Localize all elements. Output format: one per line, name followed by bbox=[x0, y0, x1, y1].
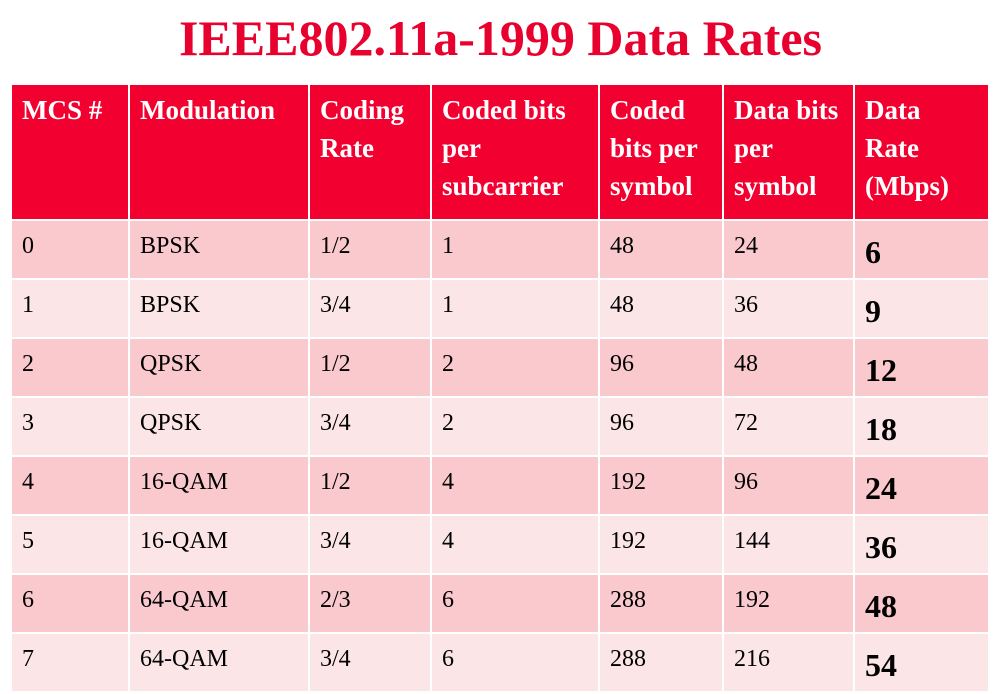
cell-mcs: 7 bbox=[10, 632, 130, 693]
table-row: 4 16-QAM 1/2 4 192 96 24 bbox=[10, 455, 990, 516]
cell-modulation: QPSK bbox=[128, 337, 310, 398]
cell-coded-bits-symbol: 288 bbox=[598, 632, 724, 693]
cell-coded-bits-subcarrier: 2 bbox=[430, 337, 600, 398]
table-row: 2 QPSK 1/2 2 96 48 12 bbox=[10, 337, 990, 398]
cell-coding-rate: 3/4 bbox=[308, 396, 432, 457]
cell-data-rate: 18 bbox=[853, 396, 990, 457]
cell-mcs: 2 bbox=[10, 337, 130, 398]
cell-modulation: QPSK bbox=[128, 396, 310, 457]
cell-coded-bits-symbol: 288 bbox=[598, 573, 724, 634]
data-rates-table: MCS # Modulation Coding Rate Coded bits … bbox=[10, 83, 990, 693]
header-data-bits-per-symbol: Data bits per symbol bbox=[722, 83, 855, 221]
cell-coded-bits-symbol: 96 bbox=[598, 337, 724, 398]
cell-coding-rate: 1/2 bbox=[308, 455, 432, 516]
slide-title: IEEE802.11a-1999 Data Rates bbox=[178, 10, 823, 66]
table-row: 3 QPSK 3/4 2 96 72 18 bbox=[10, 396, 990, 457]
cell-data-rate: 48 bbox=[853, 573, 990, 634]
cell-coding-rate: 1/2 bbox=[308, 219, 432, 280]
header-coding-rate: Coding Rate bbox=[308, 83, 432, 221]
cell-data-rate: 9 bbox=[853, 278, 990, 339]
cell-coded-bits-symbol: 192 bbox=[598, 455, 724, 516]
cell-data-rate: 24 bbox=[853, 455, 990, 516]
cell-mcs: 3 bbox=[10, 396, 130, 457]
cell-data-bits-symbol: 216 bbox=[722, 632, 855, 693]
cell-coded-bits-symbol: 96 bbox=[598, 396, 724, 457]
cell-coded-bits-subcarrier: 2 bbox=[430, 396, 600, 457]
cell-data-rate: 12 bbox=[853, 337, 990, 398]
cell-coding-rate: 3/4 bbox=[308, 632, 432, 693]
table-row: 7 64-QAM 3/4 6 288 216 54 bbox=[10, 632, 990, 693]
cell-mcs: 4 bbox=[10, 455, 130, 516]
cell-mcs: 6 bbox=[10, 573, 130, 634]
cell-coded-bits-subcarrier: 6 bbox=[430, 632, 600, 693]
cell-coded-bits-symbol: 192 bbox=[598, 514, 724, 575]
cell-data-rate: 36 bbox=[853, 514, 990, 575]
cell-mcs: 5 bbox=[10, 514, 130, 575]
header-modulation: Modulation bbox=[128, 83, 310, 221]
cell-coded-bits-symbol: 48 bbox=[598, 219, 724, 280]
table-row: 5 16-QAM 3/4 4 192 144 36 bbox=[10, 514, 990, 575]
cell-modulation: 16-QAM bbox=[128, 514, 310, 575]
cell-coding-rate: 1/2 bbox=[308, 337, 432, 398]
table-row: 0 BPSK 1/2 1 48 24 6 bbox=[10, 219, 990, 280]
cell-data-bits-symbol: 72 bbox=[722, 396, 855, 457]
cell-coded-bits-symbol: 48 bbox=[598, 278, 724, 339]
cell-data-rate: 6 bbox=[853, 219, 990, 280]
cell-modulation: BPSK bbox=[128, 219, 310, 280]
cell-coding-rate: 3/4 bbox=[308, 514, 432, 575]
cell-coded-bits-subcarrier: 1 bbox=[430, 219, 600, 280]
cell-data-bits-symbol: 48 bbox=[722, 337, 855, 398]
cell-modulation: 16-QAM bbox=[128, 455, 310, 516]
cell-data-bits-symbol: 96 bbox=[722, 455, 855, 516]
cell-coding-rate: 3/4 bbox=[308, 278, 432, 339]
cell-data-bits-symbol: 24 bbox=[722, 219, 855, 280]
cell-modulation: 64-QAM bbox=[128, 573, 310, 634]
cell-modulation: 64-QAM bbox=[128, 632, 310, 693]
cell-coded-bits-subcarrier: 4 bbox=[430, 514, 600, 575]
header-mcs: MCS # bbox=[10, 83, 130, 221]
cell-modulation: BPSK bbox=[128, 278, 310, 339]
header-coded-bits-per-symbol: Coded bits per symbol bbox=[598, 83, 724, 221]
header-data-rate: Data Rate (Mbps) bbox=[853, 83, 990, 221]
cell-coding-rate: 2/3 bbox=[308, 573, 432, 634]
header-coded-bits-per-subcarrier: Coded bits per subcarrier bbox=[430, 83, 600, 221]
header-row: MCS # Modulation Coding Rate Coded bits … bbox=[10, 83, 990, 221]
cell-mcs: 1 bbox=[10, 278, 130, 339]
cell-data-bits-symbol: 36 bbox=[722, 278, 855, 339]
cell-data-rate: 54 bbox=[853, 632, 990, 693]
table-row: 6 64-QAM 2/3 6 288 192 48 bbox=[10, 573, 990, 634]
cell-coded-bits-subcarrier: 1 bbox=[430, 278, 600, 339]
cell-coded-bits-subcarrier: 6 bbox=[430, 573, 600, 634]
cell-data-bits-symbol: 192 bbox=[722, 573, 855, 634]
table-row: 1 BPSK 3/4 1 48 36 9 bbox=[10, 278, 990, 339]
cell-data-bits-symbol: 144 bbox=[722, 514, 855, 575]
cell-coded-bits-subcarrier: 4 bbox=[430, 455, 600, 516]
cell-mcs: 0 bbox=[10, 219, 130, 280]
